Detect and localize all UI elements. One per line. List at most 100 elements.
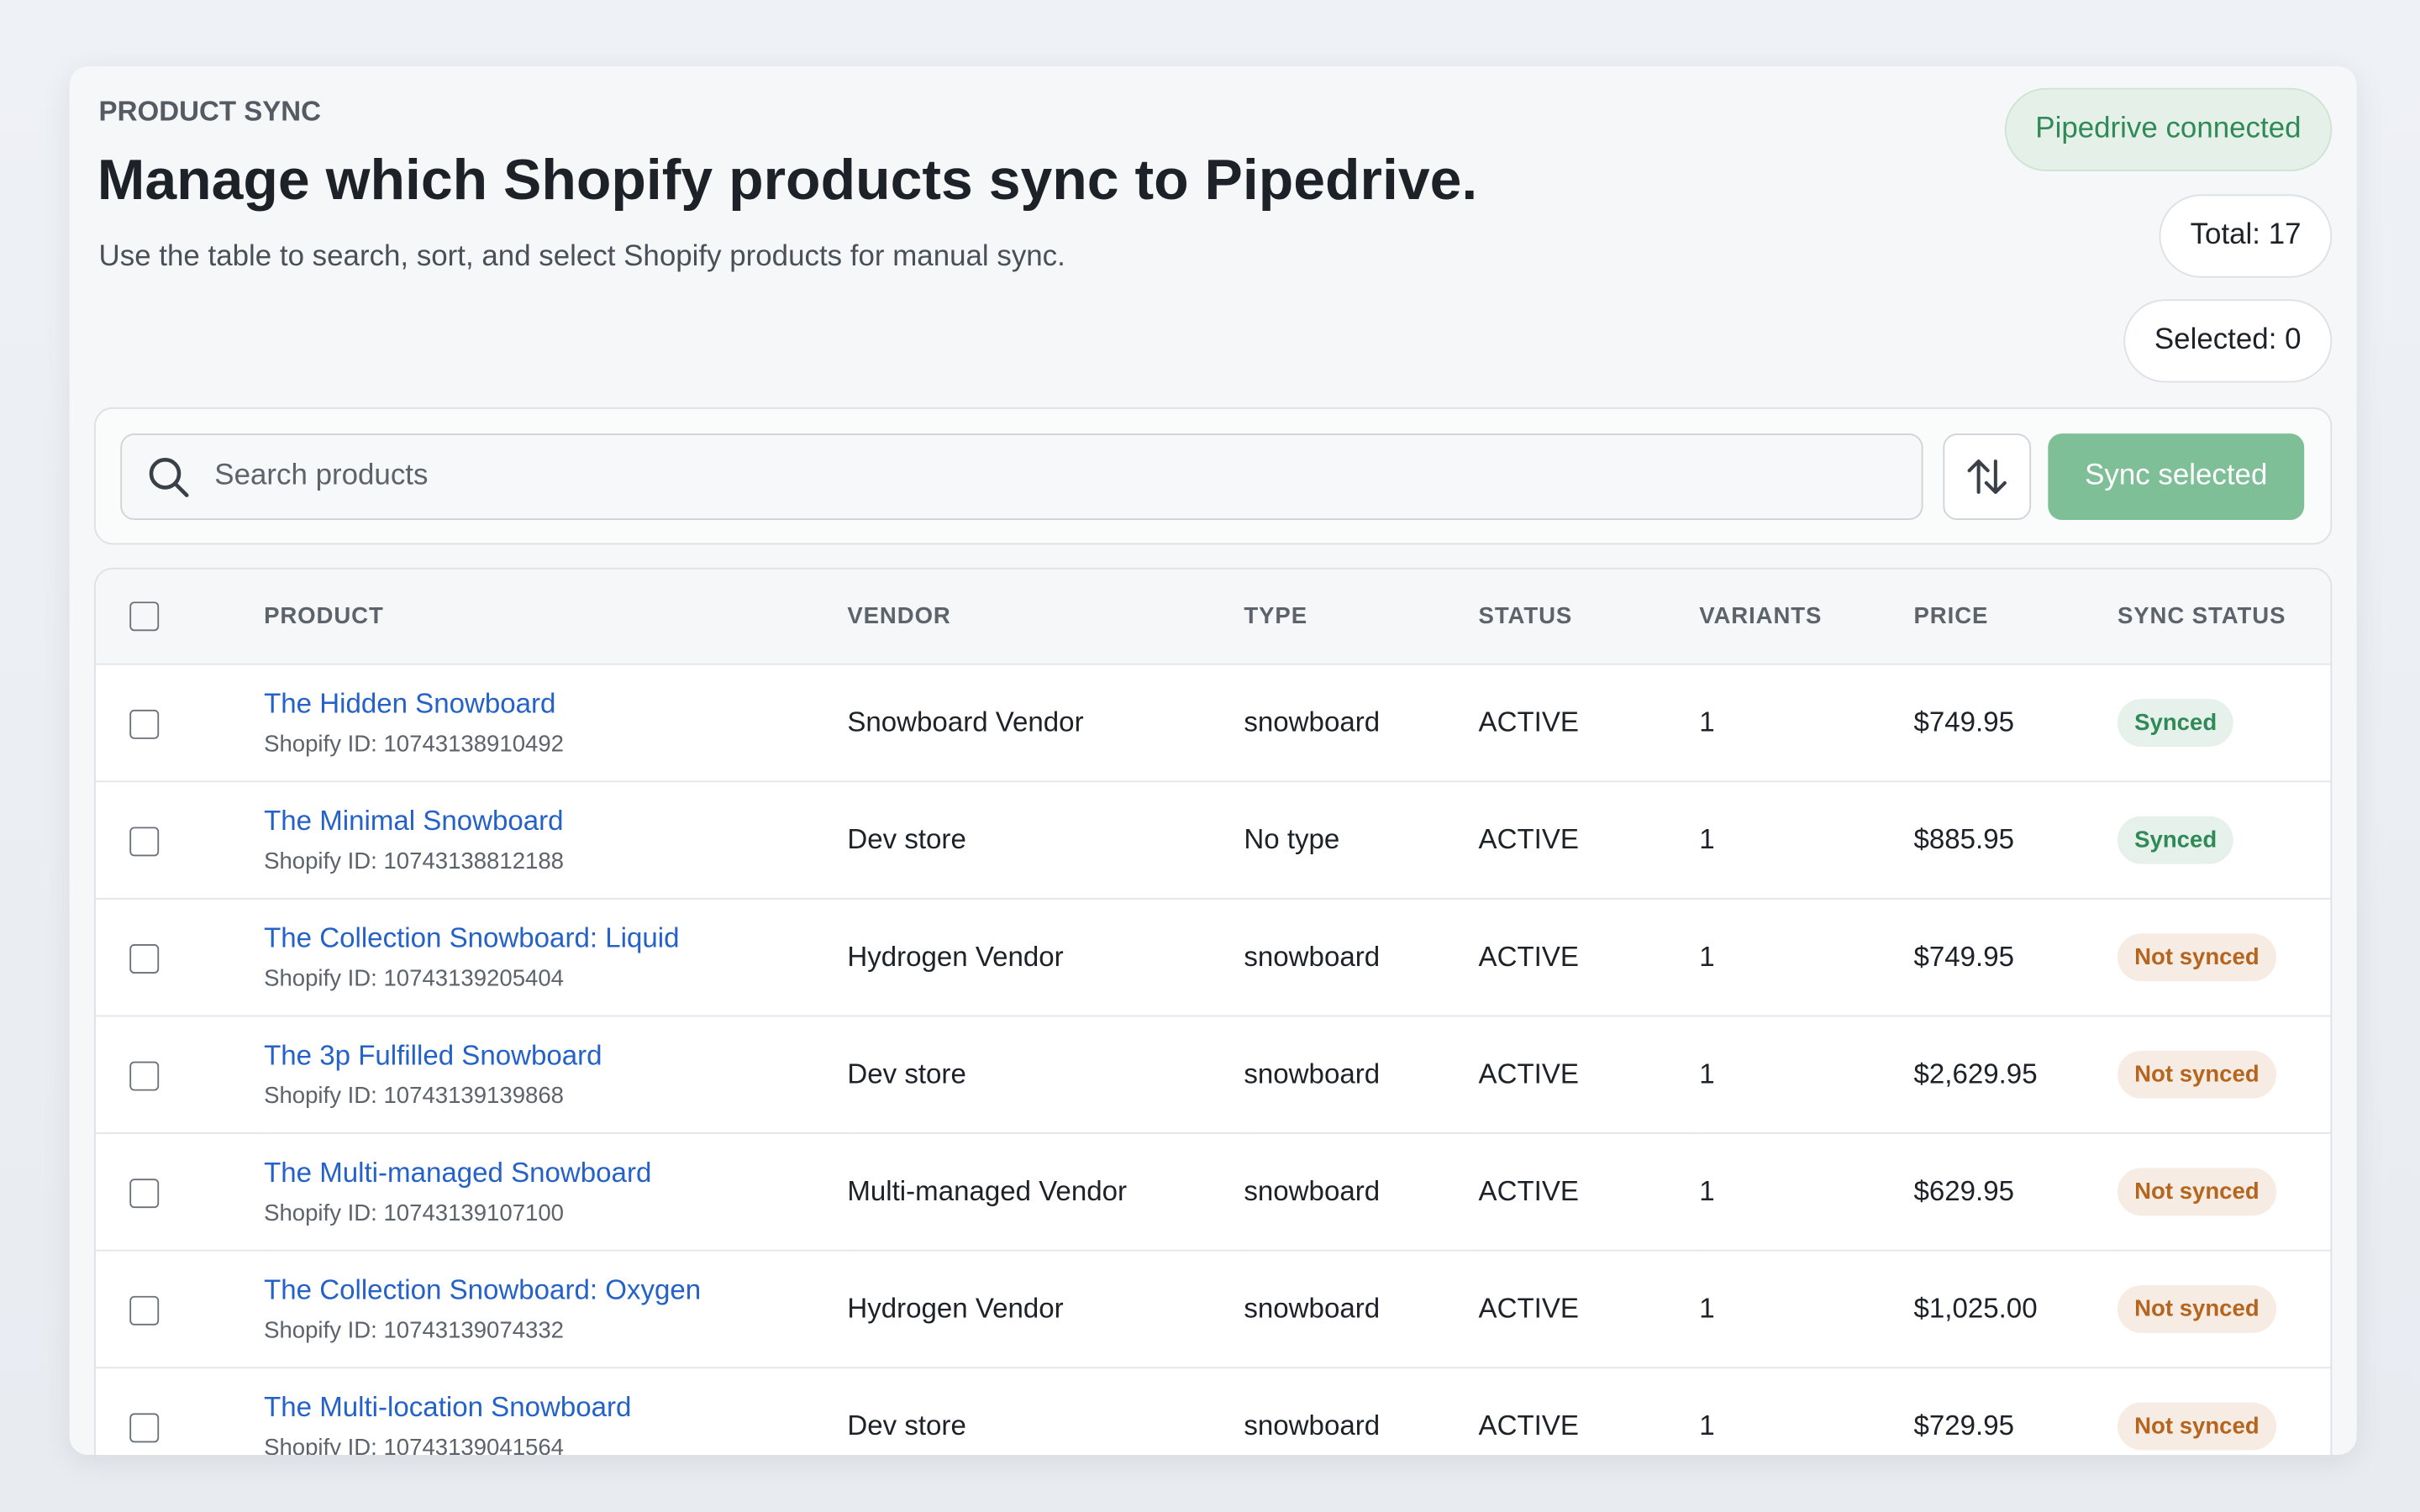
product-name[interactable]: The Multi-location Snowboard — [264, 1391, 632, 1423]
variants: 1 — [1699, 898, 1914, 1017]
product-row: The Multi-location Snowboard Shopify ID: … — [95, 1368, 2331, 1456]
price: $629.95 — [1913, 1133, 2118, 1252]
sync-badge: Synced — [2117, 816, 2234, 864]
type: snowboard — [1244, 898, 1479, 1017]
price: $2,629.95 — [1913, 1016, 2118, 1134]
selected-badge: Selected: 0 — [2123, 299, 2333, 383]
type: snowboard — [1244, 1250, 1479, 1369]
product-name[interactable]: The 3p Fulfilled Snowboard — [264, 1039, 602, 1071]
product-name[interactable]: The Hidden Snowboard — [264, 688, 556, 719]
sync-badge: Not synced — [2117, 1284, 2276, 1333]
row-checkbox[interactable] — [129, 709, 160, 739]
product-name[interactable]: The Collection Snowboard: Oxygen — [264, 1274, 702, 1305]
cell: Synced — [2117, 781, 2331, 900]
product-name[interactable]: The Multi-managed Snowboard — [264, 1157, 652, 1189]
type: snowboard — [1244, 1368, 1479, 1456]
variants: 1 — [1699, 1016, 1914, 1134]
sync-badge: Synced — [2117, 699, 2234, 747]
sort-button[interactable] — [1943, 433, 2032, 520]
vendor: Dev store — [847, 781, 1244, 900]
cell: The Hidden Snowboard Shopify ID: 10743138… — [264, 664, 848, 783]
sort-icon — [1967, 459, 2007, 494]
product-table: PRODUCT VENDOR TYPE STATUS VARIANTS PRICE SYNC… — [95, 569, 2331, 1456]
title: Manage which Shopify products sync to Pi… — [97, 148, 1478, 212]
sync-badge: Not synced — [2117, 1050, 2276, 1099]
status: ACTIVE — [1478, 1368, 1700, 1456]
cell — [95, 1016, 265, 1134]
cell: Synced — [2117, 664, 2331, 783]
variants: 1 — [1699, 1250, 1914, 1369]
cell: Not synced — [2117, 1016, 2331, 1134]
product-id: Shopify ID: 10743139107100 — [264, 1200, 564, 1227]
product-name[interactable]: The Minimal Snowboard — [264, 805, 564, 837]
cell — [95, 1368, 265, 1456]
column-header: VARIANTS — [1699, 569, 1914, 665]
variants: 1 — [1699, 1368, 1914, 1456]
sync-button[interactable]: Sync selected — [2048, 433, 2305, 520]
product-id: Shopify ID: 10743139139868 — [264, 1083, 564, 1110]
cell: The Collection Snowboard: Liquid Shopify … — [264, 898, 848, 1017]
search-icon — [149, 458, 189, 497]
status: ACTIVE — [1478, 1133, 1700, 1252]
card: PRODUCT SYNC Manage which Shopify produc… — [69, 66, 2357, 1456]
cell: Not synced — [2117, 1368, 2331, 1456]
cell — [95, 664, 265, 783]
cell: Not synced — [2117, 1250, 2331, 1369]
product-id: Shopify ID: 10743139041564 — [264, 1435, 564, 1456]
cell — [95, 1250, 265, 1369]
cell: Not synced — [2117, 1133, 2331, 1252]
row-checkbox[interactable] — [129, 1412, 160, 1442]
product-row: The Minimal Snowboard Shopify ID: 1074313… — [95, 781, 2331, 900]
cell: The Minimal Snowboard Shopify ID: 1074313… — [264, 781, 848, 900]
type: snowboard — [1244, 664, 1479, 783]
price: $749.95 — [1913, 898, 2118, 1017]
variants: 1 — [1699, 664, 1914, 783]
status: ACTIVE — [1478, 781, 1700, 900]
price: $885.95 — [1913, 781, 2118, 900]
column-header: PRICE — [1913, 569, 2118, 665]
cell: The Multi-managed Snowboard Shopify ID: 1… — [264, 1133, 848, 1252]
row-checkbox[interactable] — [129, 943, 160, 974]
cell: The 3p Fulfilled Snowboard Shopify ID: 10… — [264, 1016, 848, 1134]
cell: The Collection Snowboard: Oxygen Shopify … — [264, 1250, 848, 1369]
search-input[interactable]: Search products — [120, 433, 1923, 520]
price: $1,025.00 — [1913, 1250, 2118, 1369]
vendor: Dev store — [847, 1016, 1244, 1134]
row-checkbox[interactable] — [129, 1178, 160, 1208]
cell — [95, 898, 265, 1017]
vendor: Hydrogen Vendor — [847, 898, 1244, 1017]
vendor: Snowboard Vendor — [847, 664, 1244, 783]
type: No type — [1244, 781, 1479, 900]
price: $749.95 — [1913, 664, 2118, 783]
variants: 1 — [1699, 1133, 1914, 1252]
sync-badge: Not synced — [2117, 1402, 2276, 1451]
status: ACTIVE — [1478, 1016, 1700, 1134]
product-id: Shopify ID: 10743138812188 — [264, 848, 564, 875]
sync-badge: Not synced — [2117, 933, 2276, 982]
product-row: The Collection Snowboard: Oxygen Shopify … — [95, 1250, 2331, 1369]
status: ACTIVE — [1478, 898, 1700, 1017]
select-all-checkbox[interactable] — [129, 601, 160, 632]
vendor: Dev store — [847, 1368, 1244, 1456]
sync-badge: Not synced — [2117, 1168, 2276, 1216]
eyebrow: PRODUCT SYNC — [98, 95, 322, 127]
subtitle: Use the table to search, sort, and selec… — [98, 240, 1065, 274]
toolbar: Search products Sync selected — [94, 407, 2333, 545]
column-header: TYPE — [1244, 569, 1479, 665]
column-header: SYNC STATUS — [2117, 569, 2331, 665]
variants: 1 — [1699, 781, 1914, 900]
status: ACTIVE — [1478, 1250, 1700, 1369]
status: ACTIVE — [1478, 664, 1700, 783]
product-row: The Multi-managed Snowboard Shopify ID: 1… — [95, 1133, 2331, 1252]
column-header: VENDOR — [847, 569, 1244, 665]
product-row: The Collection Snowboard: Liquid Shopify … — [95, 898, 2331, 1017]
row-checkbox[interactable] — [129, 1295, 160, 1326]
vendor: Multi-managed Vendor — [847, 1133, 1244, 1252]
price: $729.95 — [1913, 1368, 2118, 1456]
total-badge: Total: 17 — [2159, 194, 2333, 278]
product-name[interactable]: The Collection Snowboard: Liquid — [264, 922, 680, 954]
row-checkbox[interactable] — [129, 1061, 160, 1091]
row-checkbox[interactable] — [129, 827, 160, 856]
